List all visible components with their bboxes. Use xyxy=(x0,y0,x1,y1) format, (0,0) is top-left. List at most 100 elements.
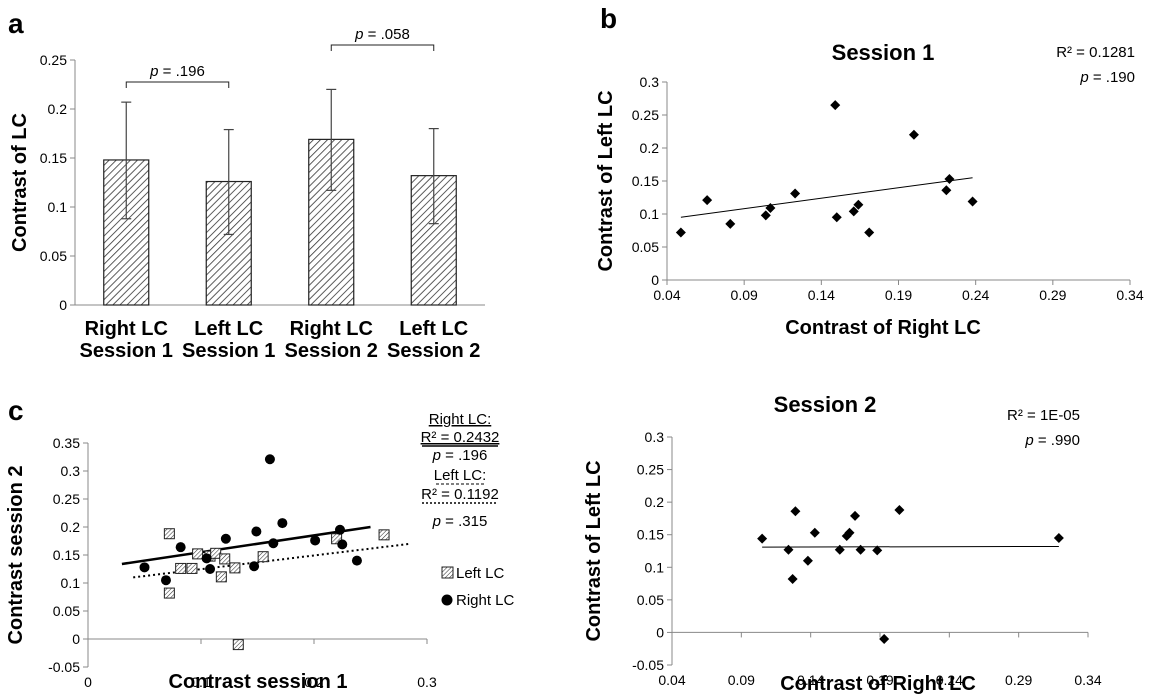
session-1-point xyxy=(944,174,955,185)
session-1-y-tick-label: 0 xyxy=(651,272,659,288)
bracket-p-value: p = .058 xyxy=(354,26,410,43)
panel-c-y-tick-label: 0.3 xyxy=(61,463,81,479)
right-lc-stats-label: Right LC: xyxy=(429,411,492,428)
left-lc-point xyxy=(210,547,222,559)
right-lc-point xyxy=(249,561,260,572)
left-lc-point xyxy=(331,533,343,545)
left-lc-point xyxy=(378,529,390,541)
session-1-p-value: p = .190 xyxy=(1079,69,1135,86)
left-lc-point xyxy=(186,562,198,574)
right-lc-point xyxy=(268,538,279,549)
panel-a-y-axis-title: Contrast of LC xyxy=(9,113,31,252)
session-2-x-tick-label: 0.04 xyxy=(658,672,685,688)
panel-b-session-2-scatter: Session 2 R² = 1E-05 p = .990 -0.05 0 0.05… xyxy=(583,392,1102,695)
bracket-p-value: p = .196 xyxy=(149,63,205,80)
legend-right-lc-marker xyxy=(441,594,453,606)
session-2-y-tick-label: 0.2 xyxy=(645,494,665,510)
session-2-point xyxy=(809,527,820,538)
right-lc-point xyxy=(337,539,348,550)
session-1-point xyxy=(967,196,978,207)
right-lc-point xyxy=(310,535,321,546)
panel-c-y-tick-label: 0 xyxy=(72,631,80,647)
session-1-y-tick-label: 0.2 xyxy=(640,140,660,156)
panel-c-x-tick-label: 0.3 xyxy=(417,674,437,690)
session-2-x-tick-label: 0.29 xyxy=(1005,672,1032,688)
session-2-x-tick-label: 0.34 xyxy=(1074,672,1101,688)
significance-bracket xyxy=(330,44,435,51)
session-1-x-tick-label: 0.34 xyxy=(1116,287,1143,303)
session-2-point xyxy=(894,504,905,515)
panel-label-a: a xyxy=(8,8,24,39)
session-1-trendline xyxy=(680,177,973,218)
session-1-x-tick-label: 0.19 xyxy=(885,287,912,303)
panel-b-session-1-scatter: Session 1 R² = 0.1281 p = .190 0 0.05 0.1 0… xyxy=(595,40,1144,339)
session-2-x-tick-label: 0.14 xyxy=(797,672,824,688)
session-1-y-tick-label: 0.1 xyxy=(640,206,660,222)
panel-c-x-tick-label: 0 xyxy=(84,674,92,690)
left-lc-p-value: p = .315 xyxy=(432,513,488,530)
session-2-point xyxy=(757,533,768,544)
bar xyxy=(410,175,457,306)
session-1-x-tick-label: 0.04 xyxy=(653,287,680,303)
session-2-x-tick-label: 0.09 xyxy=(728,672,755,688)
session-2-y-tick-label: 0.1 xyxy=(645,559,665,575)
panel-c-y-tick-label: 0.05 xyxy=(53,603,80,619)
right-lc-point xyxy=(201,553,212,564)
panel-c-y-tick-label: -0.05 xyxy=(48,659,80,675)
session-1-point xyxy=(760,210,771,221)
session-2-point xyxy=(844,527,855,538)
panel-a-y-tick-label: 0 xyxy=(59,297,67,313)
session-1-point xyxy=(765,203,776,214)
session-1-point xyxy=(790,188,801,199)
panel-c-y-tick-label: 0.15 xyxy=(53,547,80,563)
panel-c-y-tick-label: 0.35 xyxy=(53,435,80,451)
category-label-line-1: Left LC xyxy=(194,318,263,340)
session-1-title: Session 1 xyxy=(832,40,935,65)
session-1-point xyxy=(831,212,842,223)
right-lc-point xyxy=(160,575,171,586)
legend-right-lc-label: Right LC xyxy=(456,592,515,609)
session-1-y-tick-label: 0.15 xyxy=(632,173,659,189)
session-1-point xyxy=(848,206,859,217)
session-2-point xyxy=(787,574,798,585)
session-2-y-tick-label: -0.05 xyxy=(632,657,664,673)
panel-a-y-tick-label: 0.2 xyxy=(48,101,68,117)
session-2-p-value: p = .990 xyxy=(1024,432,1080,449)
left-lc-stats-label: Left LC: xyxy=(434,467,487,484)
category-label-line-2: Session 1 xyxy=(80,340,173,362)
left-lc-point xyxy=(257,551,269,563)
left-lc-r-squared: R² = 0.1192 xyxy=(421,486,499,503)
session-1-x-tick-label: 0.29 xyxy=(1039,287,1066,303)
right-lc-point xyxy=(351,555,362,566)
left-lc-point xyxy=(229,562,241,574)
right-lc-r-squared: R² = 0.2432 xyxy=(421,429,500,446)
session-2-x-axis-title: Contrast of Right LC xyxy=(780,673,976,695)
session-1-x-axis-title: Contrast of Right LC xyxy=(785,317,981,339)
left-lc-point xyxy=(215,571,227,583)
session-1-point xyxy=(853,199,864,210)
session-2-point xyxy=(790,506,801,517)
category-label-line-1: Right LC xyxy=(85,318,168,340)
panel-c-y-tick-label: 0.1 xyxy=(61,575,81,591)
session-1-x-tick-label: 0.09 xyxy=(731,287,758,303)
panel-a-y-tick-label: 0.1 xyxy=(48,199,68,215)
session-1-point xyxy=(830,100,841,111)
session-2-point xyxy=(855,544,866,555)
panel-c-x-axis-title: Contrast session 1 xyxy=(169,671,348,693)
session-1-y-tick-label: 0.05 xyxy=(632,239,659,255)
session-2-point xyxy=(872,545,883,556)
right-lc-point xyxy=(277,518,288,529)
session-2-point xyxy=(850,510,861,521)
session-1-y-tick-label: 0.25 xyxy=(632,107,659,123)
category-label-line-1: Left LC xyxy=(399,318,468,340)
session-2-y-tick-label: 0.05 xyxy=(637,592,664,608)
left-lc-point xyxy=(219,553,231,565)
significance-bracket xyxy=(125,81,230,88)
left-lc-point xyxy=(192,548,204,560)
session-2-title: Session 2 xyxy=(774,392,877,417)
right-lc-point xyxy=(251,526,262,537)
category-label-line-2: Session 2 xyxy=(387,340,480,362)
session-1-y-axis-title: Contrast of Left LC xyxy=(595,90,617,271)
